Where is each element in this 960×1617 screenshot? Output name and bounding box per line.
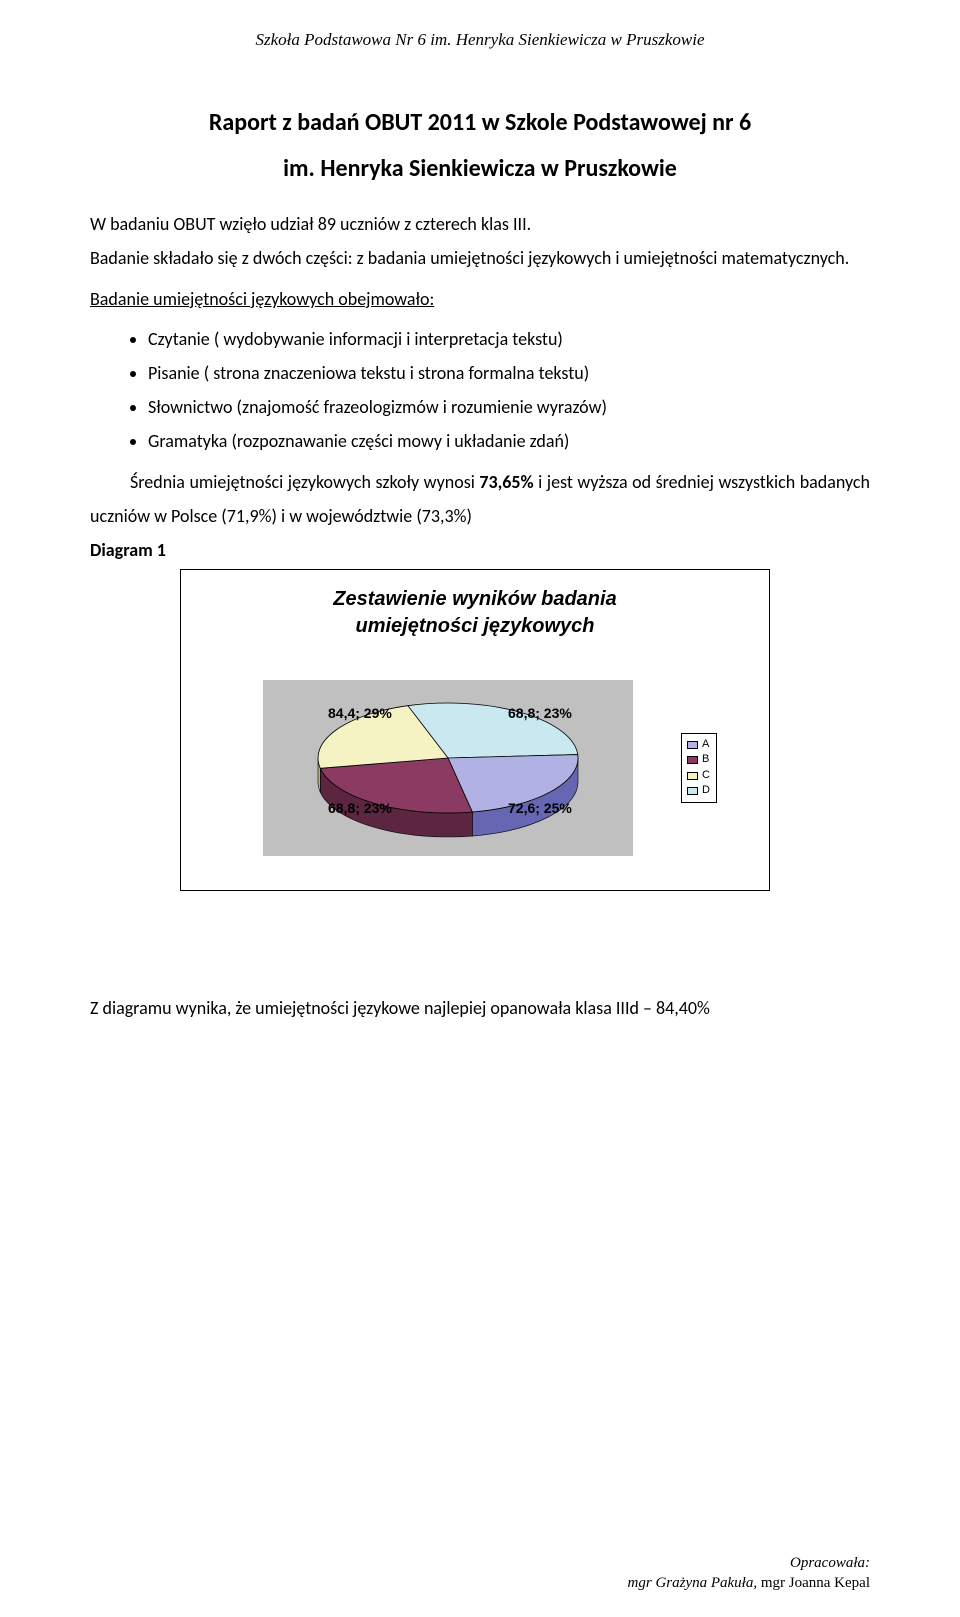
legend-swatch — [687, 756, 698, 764]
footer-opracowala: Opracowała: — [628, 1553, 870, 1573]
svg-text:68,8; 23%: 68,8; 23% — [508, 705, 572, 721]
legend-swatch — [687, 787, 698, 795]
legend-label: D — [702, 783, 710, 798]
footer-sig-italic: mgr Grażyna Pakuła, — [628, 1575, 761, 1591]
svg-text:68,8; 23%: 68,8; 23% — [328, 800, 392, 816]
legend-swatch — [687, 741, 698, 749]
legend-label: A — [702, 737, 709, 752]
list-item: Gramatyka (rozpoznawanie części mowy i u… — [148, 424, 870, 458]
list-item: Słownictwo (znajomość frazeologizmów i r… — [148, 390, 870, 424]
legend-label: B — [702, 752, 709, 767]
svg-text:84,4; 29%: 84,4; 29% — [328, 705, 392, 721]
paragraph-1: W badaniu OBUT wzięło udział 89 uczniów … — [90, 207, 870, 241]
paragraph-3: Średnia umiejętności językowych szkoły w… — [90, 465, 870, 533]
svg-text:72,6; 25%: 72,6; 25% — [508, 800, 572, 816]
chart-legend: ABCD — [681, 733, 717, 803]
bullets-lead-in: Badanie umiejętności językowych obejmowa… — [90, 282, 870, 316]
legend-item: D — [687, 783, 710, 798]
legend-item: C — [687, 768, 710, 783]
chart-title-line1: Zestawienie wyników badania — [333, 588, 616, 610]
paragraph-2: Badanie składało się z dwóch części: z b… — [90, 241, 870, 275]
para3-pre: Średnia umiejętności językowych szkoły w… — [130, 471, 479, 493]
diagram-label: Diagram 1 — [90, 539, 870, 561]
bullets-list: Czytanie ( wydobywanie informacji i inte… — [90, 322, 870, 459]
footer-signature: mgr Grażyna Pakuła, mgr Joanna Kepal — [628, 1573, 870, 1593]
footer-sig-plain: mgr Joanna Kepal — [761, 1575, 870, 1591]
legend-item: B — [687, 752, 710, 767]
chart-title-line2: umiejętności językowych — [356, 615, 595, 637]
chart-title: Zestawienie wyników badania umiejętności… — [191, 586, 759, 640]
page-footer: Opracowała: mgr Grażyna Pakuła, mgr Joan… — [628, 1553, 870, 1594]
post-chart-text: Z diagramu wynika, że umiejętności język… — [90, 991, 870, 1025]
pie-chart-container: Zestawienie wyników badania umiejętności… — [180, 569, 770, 891]
title-line2: im. Henryka Sienkiewicza w Pruszkowie — [283, 154, 677, 183]
pie-chart: 84,4; 29% 68,8; 23% 72,6; 25% 68,8; 23% — [233, 668, 663, 868]
list-item: Czytanie ( wydobywanie informacji i inte… — [148, 322, 870, 356]
document-title: Raport z badań OBUT 2011 w Szkole Podsta… — [90, 100, 870, 191]
legend-swatch — [687, 772, 698, 780]
legend-label: C — [702, 768, 710, 783]
page-header: Szkoła Podstawowa Nr 6 im. Henryka Sienk… — [90, 30, 870, 50]
title-line1: Raport z badań OBUT 2011 w Szkole Podsta… — [209, 108, 751, 137]
legend-item: A — [687, 737, 710, 752]
para3-bold: 73,65% — [479, 471, 533, 493]
list-item: Pisanie ( strona znaczeniowa tekstu i st… — [148, 356, 870, 390]
